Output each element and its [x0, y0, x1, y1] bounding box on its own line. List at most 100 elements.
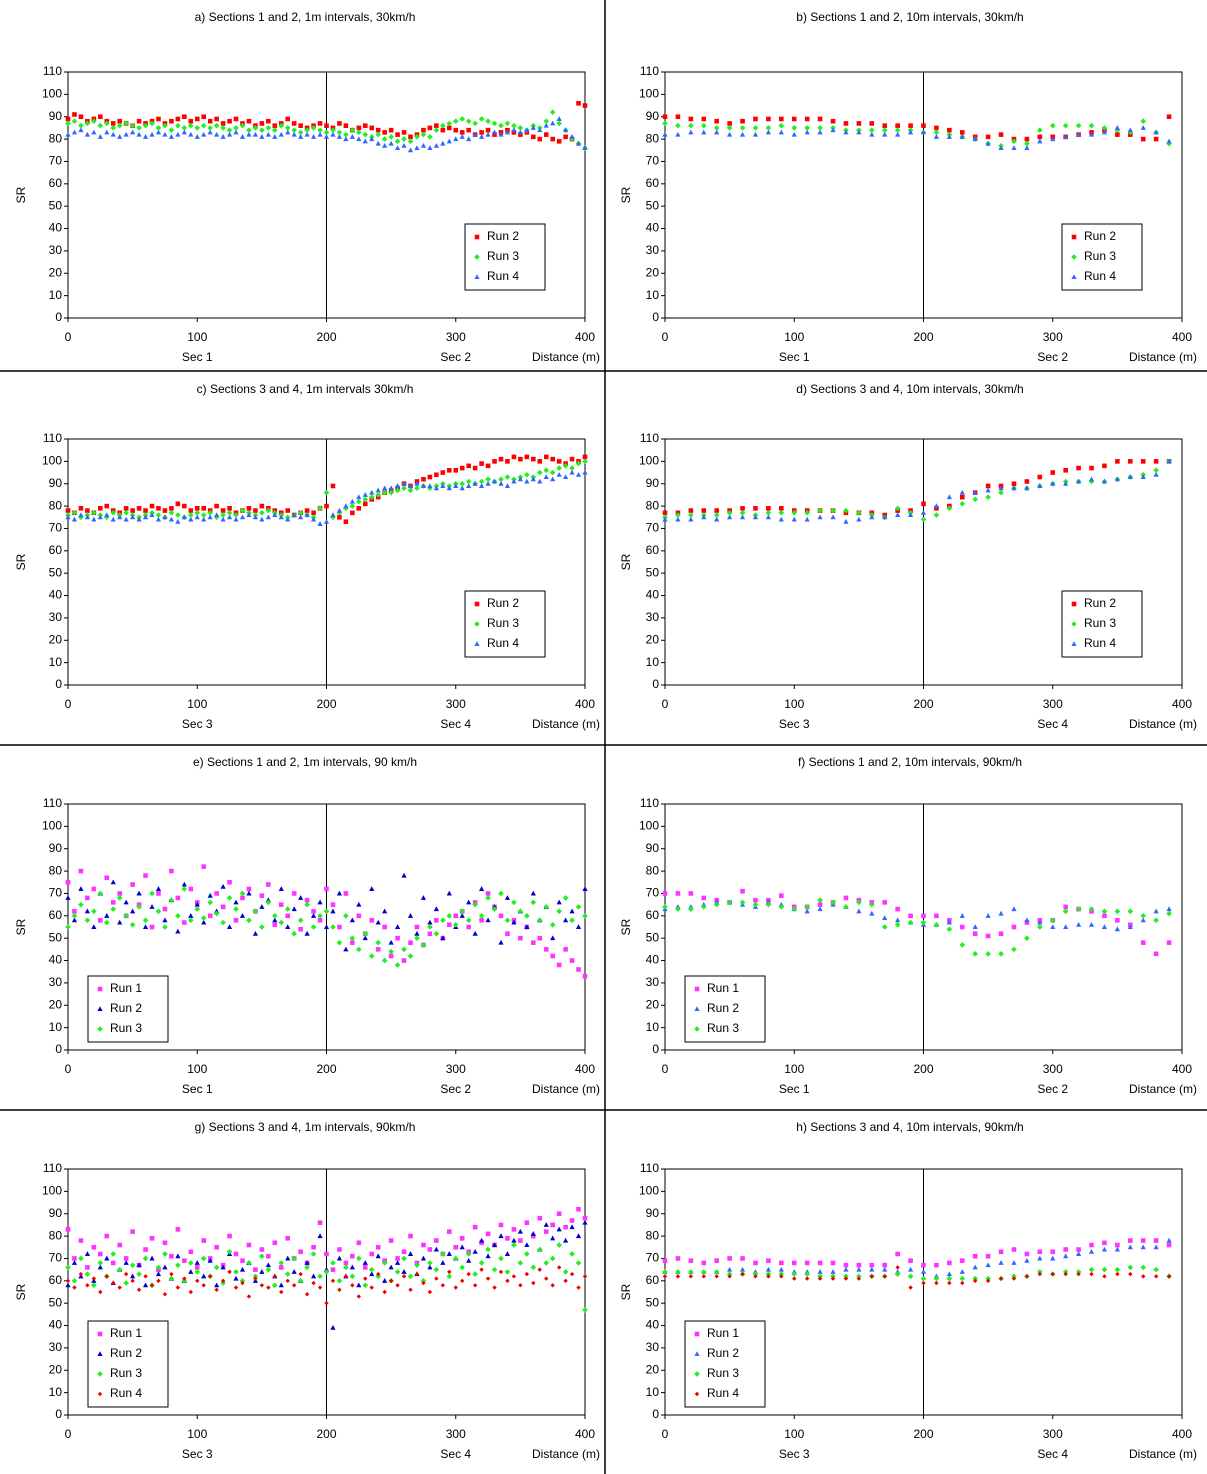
marker — [407, 487, 414, 494]
marker — [188, 508, 194, 513]
marker — [791, 125, 798, 131]
legend-label: Run 4 — [1084, 636, 1116, 650]
marker — [492, 132, 497, 137]
marker — [688, 508, 694, 513]
marker — [459, 1264, 466, 1271]
section-label: Sec 2 — [440, 350, 471, 364]
marker — [298, 926, 303, 932]
legend-label: Run 3 — [487, 616, 519, 630]
marker — [168, 510, 175, 516]
y-tick-label: 100 — [639, 454, 659, 468]
marker — [220, 1278, 226, 1284]
marker — [116, 122, 123, 129]
marker — [149, 1283, 155, 1288]
marker — [1101, 1266, 1108, 1273]
marker — [323, 1269, 330, 1275]
marker — [972, 1264, 978, 1270]
marker — [856, 516, 862, 522]
marker — [297, 510, 304, 516]
marker — [98, 1289, 103, 1295]
marker — [136, 1262, 142, 1268]
marker — [298, 514, 304, 520]
section-label: Sec 3 — [182, 717, 213, 731]
marker — [110, 125, 117, 131]
marker — [556, 908, 562, 915]
marker — [998, 132, 1004, 137]
marker — [556, 139, 562, 144]
marker — [78, 506, 84, 511]
marker — [382, 908, 388, 914]
marker — [278, 1282, 284, 1288]
marker — [575, 904, 582, 910]
marker — [291, 1255, 297, 1262]
marker — [310, 1273, 317, 1279]
marker — [740, 1256, 745, 1261]
marker — [694, 1006, 700, 1011]
y-tick-label: 0 — [55, 1407, 62, 1421]
marker — [130, 1278, 135, 1284]
marker — [188, 516, 194, 522]
y-tick-label: 0 — [55, 1042, 62, 1056]
y-tick-label: 10 — [646, 1385, 660, 1399]
marker — [1114, 127, 1121, 133]
marker — [369, 1285, 374, 1290]
marker — [310, 913, 317, 918]
marker — [843, 895, 849, 901]
marker — [362, 935, 368, 941]
marker — [563, 1237, 569, 1243]
marker — [142, 1255, 149, 1262]
marker — [317, 505, 323, 512]
marker — [201, 1238, 207, 1243]
marker — [78, 901, 84, 908]
marker — [1127, 908, 1134, 915]
marker — [220, 1264, 226, 1270]
marker — [98, 506, 103, 511]
marker — [701, 129, 707, 135]
marker — [791, 510, 798, 516]
marker — [336, 939, 343, 946]
marker — [1089, 465, 1094, 471]
marker — [336, 129, 343, 136]
marker — [207, 1274, 213, 1279]
y-tick-label: 60 — [49, 543, 63, 557]
marker — [511, 454, 517, 460]
marker — [459, 1244, 465, 1250]
marker — [285, 516, 291, 522]
y-tick-label: 50 — [646, 565, 660, 579]
marker — [65, 1282, 71, 1288]
marker — [356, 946, 362, 953]
marker — [330, 924, 336, 930]
marker — [91, 886, 97, 892]
marker — [934, 506, 939, 511]
marker — [233, 516, 239, 522]
marker — [104, 129, 110, 135]
marker — [330, 1260, 336, 1266]
marker — [882, 131, 888, 137]
marker — [446, 922, 452, 928]
marker — [85, 1283, 90, 1288]
marker — [511, 122, 517, 129]
marker — [259, 510, 265, 516]
marker — [162, 1292, 168, 1297]
section-label: Sec 2 — [440, 1082, 471, 1096]
y-tick-label: 10 — [49, 1385, 63, 1399]
marker — [675, 891, 681, 896]
marker — [491, 1242, 498, 1248]
y-axis-label: SR — [14, 1283, 28, 1300]
marker — [401, 1255, 407, 1262]
marker — [362, 1265, 368, 1270]
marker — [1024, 136, 1030, 142]
marker — [336, 890, 343, 896]
marker — [830, 514, 836, 520]
marker — [856, 1262, 862, 1268]
marker — [433, 127, 440, 133]
marker — [194, 1260, 200, 1265]
marker — [388, 939, 394, 945]
marker — [1140, 913, 1147, 919]
marker — [414, 480, 420, 486]
marker — [524, 913, 530, 919]
marker — [830, 1269, 836, 1274]
marker — [259, 893, 265, 898]
marker — [285, 913, 291, 919]
marker — [694, 1371, 700, 1377]
